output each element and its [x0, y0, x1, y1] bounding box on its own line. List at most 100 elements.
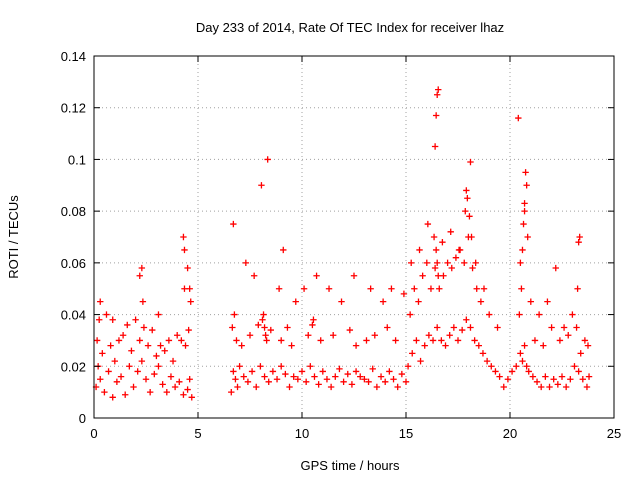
data-point [184, 264, 191, 272]
data-point [348, 381, 356, 388]
data-point [434, 324, 441, 331]
data-point [447, 228, 454, 236]
data-point [556, 337, 564, 344]
data-point [300, 285, 308, 292]
data-point [440, 272, 447, 279]
data-point [261, 324, 268, 331]
gridlines [94, 56, 614, 418]
data-point [338, 298, 345, 305]
data-point [432, 246, 440, 254]
data-point [468, 233, 475, 241]
data-point [504, 376, 512, 383]
x-axis-label: GPS time / hours [301, 458, 400, 473]
data-point [417, 357, 424, 365]
data-point [298, 368, 306, 375]
y-tick-labels: 0 0.02 0.04 0.06 0.08 0.1 0.12 0.14 [61, 49, 86, 426]
x-tick-label: 20 [503, 426, 517, 441]
data-point [431, 143, 439, 150]
data-point [438, 337, 445, 344]
data-point [574, 285, 581, 292]
data-point [573, 324, 580, 331]
y-axis-label: ROTI / TECUs [6, 195, 21, 279]
data-point [406, 311, 414, 318]
data-point [169, 357, 177, 365]
data-point [182, 342, 189, 349]
data-point [409, 350, 416, 357]
data-point [581, 337, 589, 344]
data-point [416, 246, 423, 254]
data-point [315, 381, 322, 388]
data-point [234, 383, 241, 391]
data-point [382, 378, 389, 385]
y-tick-label: 0.1 [68, 152, 86, 167]
data-point [126, 363, 133, 370]
data-point [113, 378, 121, 385]
data-point [379, 298, 387, 305]
data-point [307, 363, 314, 370]
data-point [430, 233, 438, 241]
data-point [155, 363, 162, 370]
data-point [155, 311, 162, 318]
data-point [309, 321, 316, 329]
data-point [421, 342, 428, 349]
data-point [424, 220, 432, 228]
data-point [392, 337, 399, 344]
data-point [134, 368, 141, 375]
data-point [522, 169, 529, 176]
data-point [404, 363, 412, 370]
data-point [115, 337, 123, 344]
data-point [544, 298, 551, 305]
data-point [269, 368, 277, 375]
data-point [267, 326, 274, 334]
data-point [327, 383, 335, 391]
data-point [518, 285, 525, 292]
data-point [97, 298, 104, 305]
data-point [257, 363, 264, 370]
data-point [369, 365, 376, 373]
data-point [187, 298, 194, 305]
data-point [340, 378, 347, 385]
data-point [260, 311, 267, 318]
data-point [171, 383, 179, 391]
data-point [174, 332, 181, 339]
data-point [377, 373, 385, 380]
data-point [323, 376, 331, 383]
data-point [488, 363, 495, 370]
data-point [548, 324, 555, 331]
data-point [313, 272, 320, 279]
data-point [373, 383, 381, 391]
data-point [435, 86, 442, 93]
data-point [302, 378, 310, 385]
data-point [294, 376, 302, 383]
data-point [305, 332, 312, 339]
data-point [554, 381, 562, 388]
data-point [585, 373, 593, 380]
y-tick-label: 0.04 [61, 308, 86, 323]
data-point [233, 337, 240, 344]
data-point [365, 378, 372, 385]
y-tick-label: 0.12 [61, 101, 86, 116]
data-point [286, 383, 293, 391]
data-point [139, 298, 147, 305]
data-point [469, 264, 476, 272]
data-point [176, 378, 183, 385]
plot-frame [93, 55, 615, 419]
data-point [288, 342, 295, 349]
data-point [332, 373, 339, 380]
data-point [384, 324, 391, 331]
data-point [161, 347, 168, 354]
data-point [111, 357, 118, 365]
data-point [394, 383, 401, 391]
data-point [248, 368, 256, 375]
data-point [436, 285, 443, 292]
chart-title: Day 233 of 2014, Rate Of TEC Index for r… [196, 20, 504, 35]
data-point [431, 264, 439, 272]
data-point [463, 316, 470, 323]
data-point [402, 378, 410, 385]
data-point [238, 342, 245, 349]
data-point [103, 311, 110, 318]
data-point [290, 373, 297, 380]
data-point [419, 272, 426, 279]
data-point [186, 376, 193, 383]
data-point [136, 272, 143, 279]
